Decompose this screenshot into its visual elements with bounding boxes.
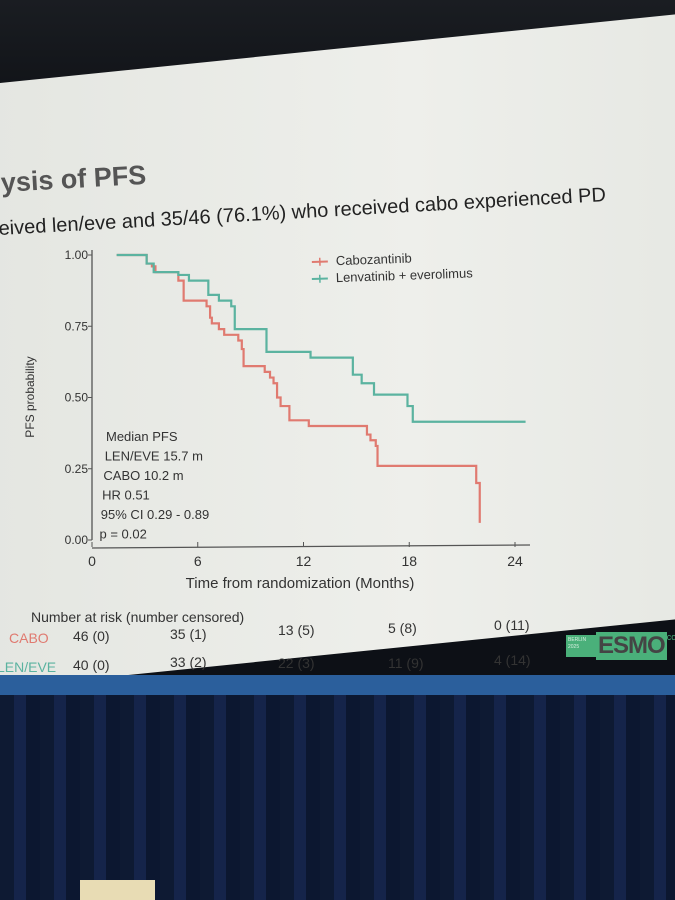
esmo-logo: BERLIN 2025 ESMO con <box>566 632 675 660</box>
x-tick-label: 12 <box>296 553 312 569</box>
y-axis-label: PFS probability <box>23 356 37 437</box>
risk-cell: 22 (3) <box>278 655 315 671</box>
annotation-line: LEN/EVE 15.7 m <box>105 449 203 464</box>
risk-cell: 0 (11) <box>494 617 530 633</box>
risk-row-label: CABO <box>9 630 49 646</box>
km-curve-lenvatinib-everolimus <box>116 253 526 423</box>
legend-label: Cabozantinib <box>336 251 412 269</box>
logo-badge: BERLIN 2025 <box>566 635 596 657</box>
x-tick-label: 6 <box>194 553 202 569</box>
annotation-line: Median PFS <box>106 429 178 444</box>
legend-item: Cabozantinib <box>311 251 412 269</box>
y-tick-label: 0.25 <box>65 462 89 476</box>
logo-text: ESMO <box>596 632 667 660</box>
legend-label: Lenvatinib + everolimus <box>336 265 474 285</box>
risk-table-header: Number at risk (number censored) <box>31 609 245 625</box>
risk-cell: 11 (9) <box>388 655 424 671</box>
x-axis-line <box>91 544 531 549</box>
risk-cell: 35 (1) <box>170 626 207 642</box>
risk-row-label: LEN/EVE <box>0 659 57 675</box>
km-curve-cabozantinib <box>116 253 481 523</box>
annotation-line: HR 0.51 <box>102 488 150 503</box>
x-tick-label: 0 <box>88 553 96 569</box>
slide-footer-bar <box>0 675 675 695</box>
annotation-line: 95% CI 0.29 - 0.89 <box>101 507 209 522</box>
y-tick-label: 0.75 <box>65 319 89 333</box>
annotation-line: p = 0.02 <box>100 527 147 542</box>
risk-cell: 5 (8) <box>388 620 417 636</box>
x-tick-label: 18 <box>401 553 417 569</box>
x-axis-label: Time from randomization (Months) <box>186 575 415 592</box>
stage-curtain <box>0 695 675 900</box>
logo-suffix: con <box>666 632 675 642</box>
y-tick-label: 0.00 <box>65 533 89 547</box>
risk-cell: 46 (0) <box>73 628 110 644</box>
y-tick-label: 0.50 <box>65 391 89 405</box>
risk-cell: 4 (14) <box>494 652 531 668</box>
y-tick-label: 1.00 <box>65 248 89 262</box>
foreground-object <box>80 880 155 900</box>
legend-item: Lenvatinib + everolimus <box>311 265 474 285</box>
x-tick-label: 24 <box>507 553 523 569</box>
risk-cell: 33 (2) <box>170 654 207 670</box>
annotation-line: CABO 10.2 m <box>103 468 183 483</box>
risk-cell: 13 (5) <box>278 622 315 638</box>
risk-cell: 40 (0) <box>73 657 110 673</box>
